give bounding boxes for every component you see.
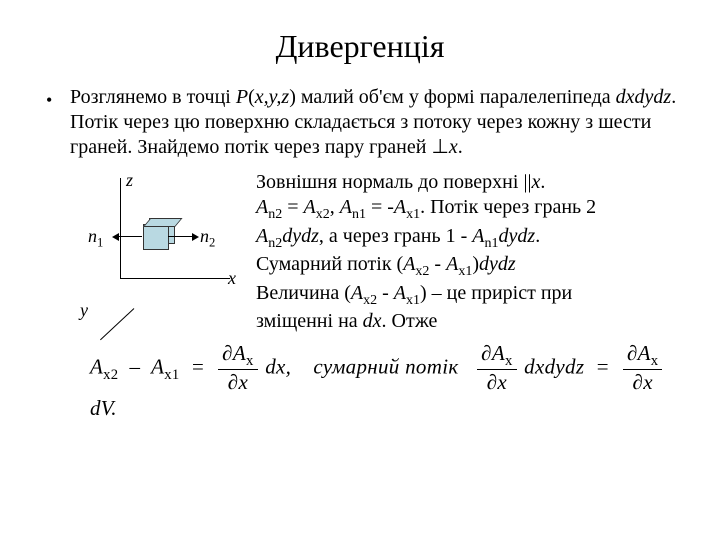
intro-paragraph: • Розглянемо в точці P(x,y,z) малий об'є… <box>70 85 680 160</box>
axis-label-y: y <box>80 300 88 321</box>
side-line: An2 = Ax2, An1 = -Ax1. Потік через грань… <box>256 195 680 224</box>
axes-diagram: z x y n1 n2 <box>70 170 250 330</box>
side-line: An2dydz, а через грань 1 - An1dydz. <box>256 224 680 253</box>
n1-label: n1 <box>88 226 103 251</box>
n2-label: n2 <box>200 226 215 251</box>
equation: Ax2 – Ax1 = ∂Ax ∂x dx, сумарний потік ∂A… <box>90 342 680 421</box>
page-title: Дивергенція <box>40 28 680 65</box>
side-text: Зовнішня нормаль до поверхні ||x. An2 = … <box>250 170 680 334</box>
bullet-icon: • <box>46 89 52 112</box>
side-line: Сумарний потік (Ax2 - Ax1)dydz <box>256 252 680 281</box>
side-line: Величина (Ax2 - Ax1) – це приріст при <box>256 281 680 310</box>
intro-text: Розглянемо в точці P(x,y,z) малий об'єм … <box>70 86 676 158</box>
axis-label-x: x <box>228 268 236 289</box>
side-line: зміщенні на dx. Отже <box>256 309 680 334</box>
side-line: Зовнішня нормаль до поверхні ||x. <box>256 170 680 195</box>
content-row: z x y n1 n2 Зовнішня нормаль до поверхні… <box>70 170 680 334</box>
axis-label-z: z <box>126 170 133 191</box>
